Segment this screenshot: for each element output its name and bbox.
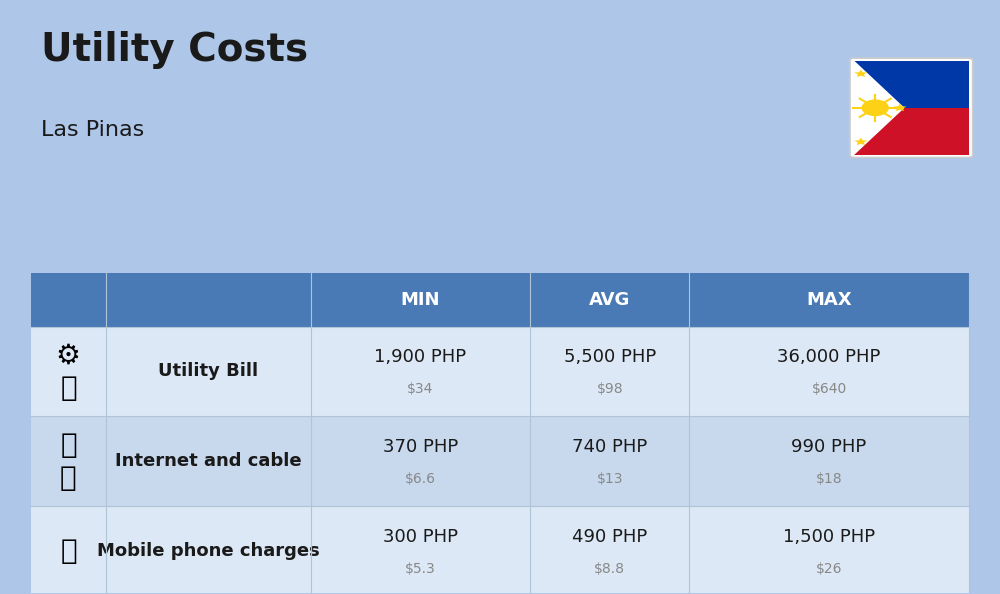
Text: 📶
🖥️: 📶 🖥️ bbox=[60, 431, 77, 492]
Text: $8.8: $8.8 bbox=[594, 562, 625, 576]
Text: MIN: MIN bbox=[400, 291, 440, 309]
Text: 490 PHP: 490 PHP bbox=[572, 528, 647, 546]
Text: $6.6: $6.6 bbox=[405, 472, 436, 486]
FancyBboxPatch shape bbox=[850, 58, 973, 157]
Circle shape bbox=[862, 100, 888, 115]
Polygon shape bbox=[854, 61, 969, 108]
Polygon shape bbox=[854, 69, 868, 77]
Text: 990 PHP: 990 PHP bbox=[791, 438, 867, 456]
Polygon shape bbox=[854, 108, 969, 155]
Text: 1,900 PHP: 1,900 PHP bbox=[374, 348, 466, 366]
FancyBboxPatch shape bbox=[31, 327, 969, 416]
Text: 300 PHP: 300 PHP bbox=[383, 528, 458, 546]
Polygon shape bbox=[893, 104, 907, 111]
Polygon shape bbox=[854, 138, 868, 145]
Text: 1,500 PHP: 1,500 PHP bbox=[783, 528, 875, 546]
Text: AVG: AVG bbox=[589, 291, 630, 309]
Text: Internet and cable: Internet and cable bbox=[115, 453, 302, 470]
Text: MAX: MAX bbox=[806, 291, 852, 309]
Text: Mobile phone charges: Mobile phone charges bbox=[97, 542, 320, 560]
Text: 36,000 PHP: 36,000 PHP bbox=[777, 348, 881, 366]
Text: 740 PHP: 740 PHP bbox=[572, 438, 647, 456]
Text: 📱: 📱 bbox=[60, 537, 77, 565]
Text: $5.3: $5.3 bbox=[405, 562, 436, 576]
Text: 5,500 PHP: 5,500 PHP bbox=[564, 348, 656, 366]
Text: ⚙️
🔌: ⚙️ 🔌 bbox=[56, 342, 81, 402]
FancyBboxPatch shape bbox=[31, 273, 969, 327]
Text: $26: $26 bbox=[816, 562, 842, 576]
Text: $18: $18 bbox=[816, 472, 842, 486]
Text: Utility Costs: Utility Costs bbox=[41, 31, 308, 69]
Text: 370 PHP: 370 PHP bbox=[383, 438, 458, 456]
Polygon shape bbox=[854, 61, 904, 155]
Text: $98: $98 bbox=[596, 382, 623, 396]
FancyBboxPatch shape bbox=[31, 506, 969, 594]
Text: $13: $13 bbox=[596, 472, 623, 486]
FancyBboxPatch shape bbox=[31, 416, 969, 506]
Text: Las Pinas: Las Pinas bbox=[41, 119, 145, 140]
Text: Utility Bill: Utility Bill bbox=[158, 362, 258, 381]
Text: $34: $34 bbox=[407, 382, 433, 396]
Text: $640: $640 bbox=[811, 382, 847, 396]
